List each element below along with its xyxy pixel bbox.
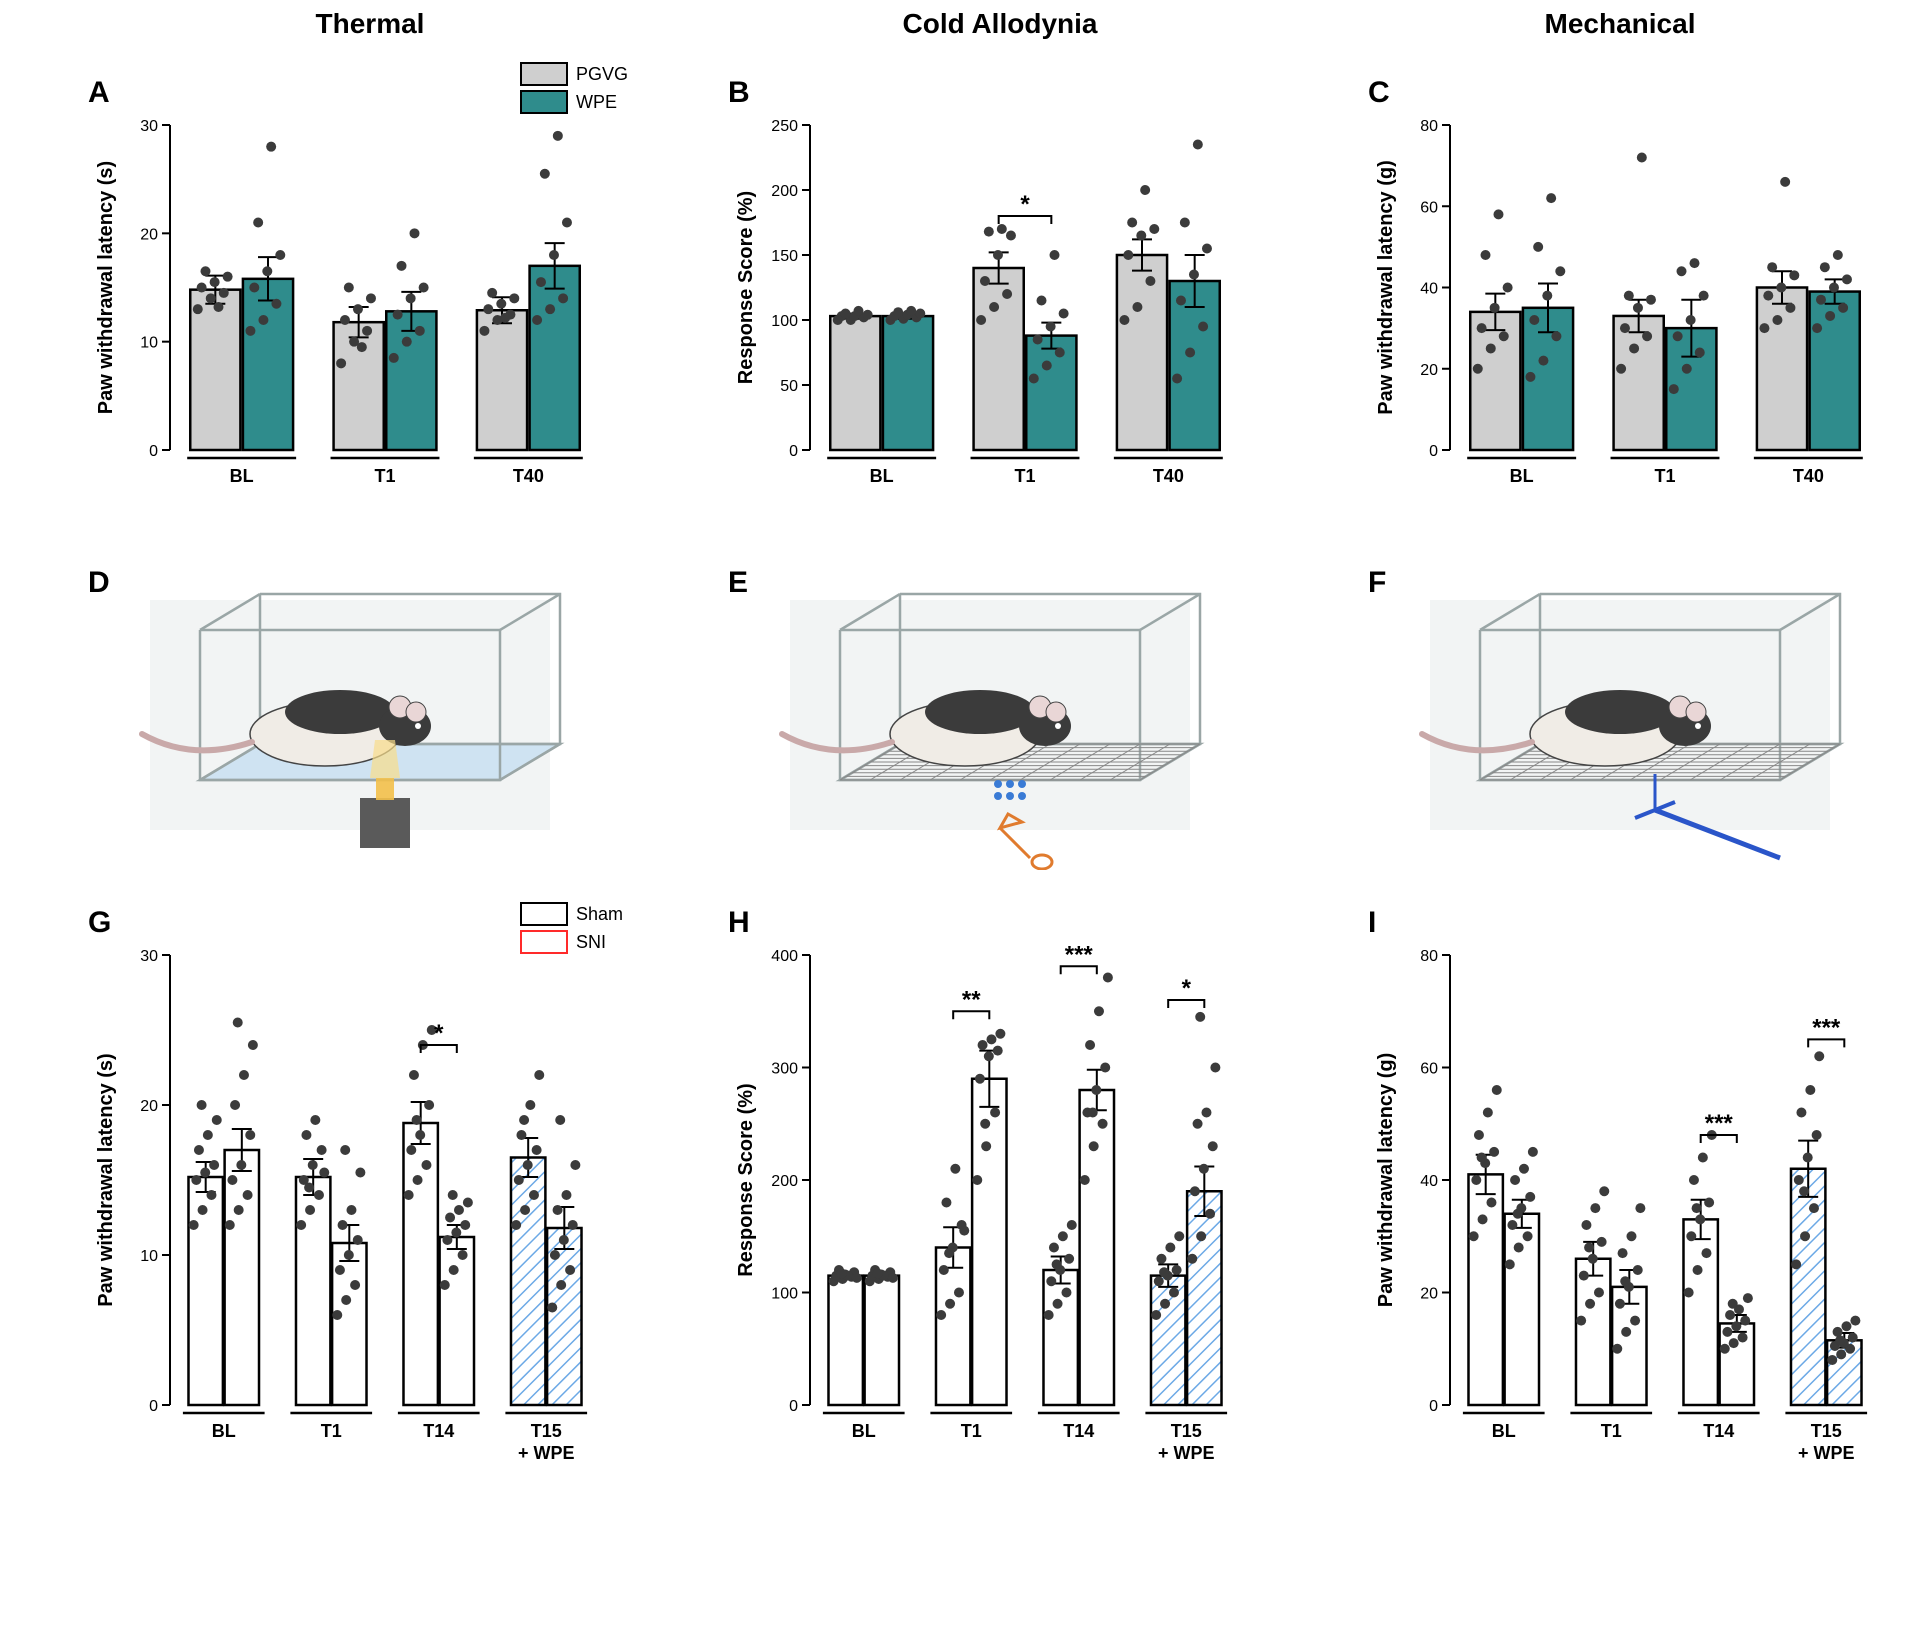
svg-text:T14: T14 (1063, 1421, 1094, 1441)
svg-text:T1: T1 (961, 1421, 982, 1441)
svg-text:***: *** (1812, 1014, 1841, 1041)
svg-text:Response Score (%): Response Score (%) (735, 191, 757, 384)
svg-text:200: 200 (771, 1173, 798, 1190)
svg-text:BL: BL (1510, 466, 1534, 486)
svg-text:***: *** (1705, 1110, 1734, 1137)
svg-text:10: 10 (140, 1248, 158, 1265)
panel-C: 0 20 40 60 80 Paw withdrawal latency (g) C BL T1… (1360, 70, 1900, 520)
svg-text:BL: BL (852, 1421, 876, 1441)
panel-G: 0 10 20 30 Paw withdrawal latency (s) G BL T1 T1… (80, 900, 620, 1500)
svg-text:250: 250 (771, 118, 798, 135)
svg-text:G: G (88, 906, 111, 939)
svg-text:0: 0 (1429, 1398, 1438, 1415)
svg-text:C: C (1368, 76, 1390, 109)
svg-text:0: 0 (149, 1398, 158, 1415)
svg-text:*: * (1020, 191, 1030, 218)
svg-text:T15: T15 (531, 1421, 562, 1441)
svg-text:10: 10 (140, 335, 158, 352)
svg-text:0: 0 (149, 443, 158, 460)
svg-text:*: * (434, 1020, 444, 1047)
svg-text:E: E (728, 566, 748, 599)
svg-text:F: F (1368, 566, 1386, 599)
panel-H: 0 100 200 300 400 Response Score (%) H BL T1 T14 T… (720, 900, 1260, 1500)
svg-text:20: 20 (140, 226, 158, 243)
svg-text:40: 40 (1420, 281, 1438, 298)
panel-A: 0 10 20 30 Paw withdrawal latency (s) A BL T1 T4… (80, 70, 620, 520)
svg-text:BL: BL (230, 466, 254, 486)
col-title-cold: Cold Allodynia (820, 8, 1180, 40)
svg-text:80: 80 (1420, 948, 1438, 965)
svg-text:100: 100 (771, 1286, 798, 1303)
svg-text:D: D (88, 566, 110, 599)
svg-text:T14: T14 (1703, 1421, 1734, 1441)
svg-text:400: 400 (771, 948, 798, 965)
svg-text:0: 0 (1429, 443, 1438, 460)
svg-text:+ WPE: + WPE (1158, 1443, 1215, 1463)
svg-text:T1: T1 (1601, 1421, 1622, 1441)
svg-text:*: * (1182, 975, 1192, 1002)
svg-text:20: 20 (1420, 362, 1438, 379)
svg-text:60: 60 (1420, 199, 1438, 216)
svg-text:BL: BL (1492, 1421, 1516, 1441)
svg-text:T40: T40 (513, 466, 544, 486)
svg-text:T40: T40 (1793, 466, 1824, 486)
svg-text:+ WPE: + WPE (1798, 1443, 1855, 1463)
svg-text:A: A (88, 76, 110, 109)
svg-text:300: 300 (771, 1061, 798, 1078)
svg-text:T15: T15 (1811, 1421, 1842, 1441)
svg-text:40: 40 (1420, 1173, 1438, 1190)
svg-text:60: 60 (1420, 1061, 1438, 1078)
svg-text:H: H (728, 906, 750, 939)
svg-text:100: 100 (771, 313, 798, 330)
svg-text:T14: T14 (423, 1421, 454, 1441)
svg-text:BL: BL (870, 466, 894, 486)
svg-text:B: B (728, 76, 750, 109)
svg-text:50: 50 (780, 378, 798, 395)
svg-text:T40: T40 (1153, 466, 1184, 486)
panel-E: E (720, 560, 1260, 870)
panel-D: D (80, 560, 620, 870)
svg-text:T1: T1 (1654, 466, 1675, 486)
svg-text:30: 30 (140, 118, 158, 135)
svg-text:***: *** (1065, 941, 1094, 968)
svg-text:BL: BL (212, 1421, 236, 1441)
svg-text:150: 150 (771, 248, 798, 265)
panel-B: 0 50 100 150 200 250 Response Score (%) B BL T1 T4… (720, 70, 1260, 520)
svg-text:Paw withdrawal latency (g): Paw withdrawal latency (g) (1375, 160, 1397, 415)
svg-text:T1: T1 (374, 466, 395, 486)
svg-text:30: 30 (140, 948, 158, 965)
svg-text:**: ** (962, 986, 981, 1013)
svg-text:T1: T1 (1014, 466, 1035, 486)
svg-text:0: 0 (789, 1398, 798, 1415)
svg-text:T15: T15 (1171, 1421, 1202, 1441)
panel-F: F (1360, 560, 1900, 870)
svg-text:Paw withdrawal latency (s): Paw withdrawal latency (s) (95, 1053, 117, 1306)
svg-text:I: I (1368, 906, 1376, 939)
svg-text:Paw withdrawal latency (g): Paw withdrawal latency (g) (1375, 1053, 1397, 1308)
svg-text:20: 20 (140, 1098, 158, 1115)
figure-root: Thermal Cold Allodynia Mechanical PGVG W… (0, 0, 1920, 1644)
svg-text:0: 0 (789, 443, 798, 460)
svg-text:T1: T1 (321, 1421, 342, 1441)
svg-text:+ WPE: + WPE (518, 1443, 575, 1463)
svg-text:Paw withdrawal latency (s): Paw withdrawal latency (s) (95, 161, 117, 414)
svg-text:Response Score (%): Response Score (%) (735, 1083, 757, 1276)
svg-text:80: 80 (1420, 118, 1438, 135)
col-title-thermal: Thermal (210, 8, 530, 40)
panel-I: 0 20 40 60 80 Paw withdrawal latency (g) I BL T1… (1360, 900, 1900, 1500)
svg-text:200: 200 (771, 183, 798, 200)
col-title-mech: Mechanical (1450, 8, 1790, 40)
svg-text:20: 20 (1420, 1286, 1438, 1303)
